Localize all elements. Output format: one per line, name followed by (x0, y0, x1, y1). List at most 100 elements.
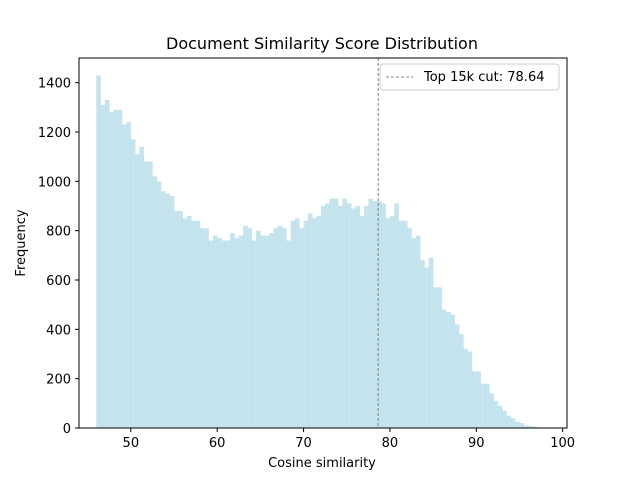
x-tick-label: 50 (123, 436, 140, 451)
histogram-bar (532, 426, 538, 428)
histogram-bar (148, 161, 153, 428)
histogram-bar (497, 405, 503, 428)
histogram-bar (109, 112, 114, 429)
histogram-bar (234, 238, 240, 428)
histogram-bar (208, 240, 214, 428)
legend-label: Top 15k cut: 78.64 (423, 70, 545, 85)
x-tick-label: 90 (468, 436, 485, 451)
histogram-bar (325, 203, 330, 428)
histogram-bar (221, 240, 227, 428)
y-axis-label: Frequency (14, 209, 29, 276)
y-tick-label: 600 (46, 274, 71, 289)
histogram-bar (303, 220, 309, 428)
histogram-bar (122, 124, 127, 428)
histogram-bar (113, 109, 119, 429)
histogram-bar (515, 421, 520, 428)
histogram-bar (342, 198, 348, 428)
histogram-bar (424, 267, 430, 428)
histogram-bar (130, 139, 136, 428)
histogram-bar (480, 383, 486, 428)
histogram-bar (178, 210, 183, 428)
histogram-bar (385, 218, 391, 428)
histogram-bar (135, 154, 140, 428)
histogram-bar (281, 228, 287, 428)
histogram-bar (510, 418, 516, 428)
histogram-bar (238, 235, 244, 428)
histogram-bar (186, 215, 192, 428)
histogram-bar (346, 203, 352, 428)
y-tick-label: 200 (46, 373, 71, 388)
histogram-bar (493, 400, 499, 428)
histogram-bar (506, 415, 512, 428)
histogram-bar (100, 104, 106, 429)
histogram-bar (230, 233, 235, 428)
legend: Top 15k cut: 78.64 (379, 63, 560, 91)
x-axis-label: Cosine similarity (268, 456, 376, 471)
histogram-bar (368, 198, 373, 428)
histogram-bar (454, 324, 460, 428)
histogram-bar (307, 213, 313, 428)
histogram-bar (420, 260, 425, 428)
histogram-bar (161, 191, 166, 428)
histogram-bar (364, 206, 369, 428)
histogram-bar (355, 206, 361, 428)
histogram-bar (277, 225, 283, 428)
histogram-bar (273, 228, 278, 428)
plot-frame (78, 57, 568, 429)
y-axis-ticks: 0 200 400 600 800 1000 1200 1400 (38, 77, 79, 437)
histogram-bar (156, 181, 162, 428)
histogram-bar (299, 228, 304, 428)
histogram-bar (411, 238, 417, 428)
y-tick-label: 800 (46, 225, 71, 240)
histogram-bar (217, 238, 222, 428)
histogram-bar (191, 220, 196, 428)
histogram-bar (519, 423, 525, 428)
histogram-bar (312, 218, 317, 428)
histogram-bar (394, 203, 399, 428)
histogram-bar (489, 393, 494, 428)
histogram-bar (333, 198, 339, 428)
histogram-bar (437, 287, 443, 428)
histogram-bar (415, 235, 421, 428)
y-tick-label: 400 (46, 323, 71, 338)
y-tick-label: 1400 (38, 77, 71, 92)
histogram-bar (264, 235, 270, 428)
histogram-bar (463, 349, 468, 428)
x-tick-label: 80 (382, 436, 399, 451)
histogram-bar (441, 309, 447, 428)
histogram-bar (484, 383, 490, 428)
x-tick-label: 100 (550, 436, 575, 451)
histogram-bar (372, 201, 378, 428)
histogram-bar (338, 206, 343, 428)
histogram-bar (104, 99, 110, 429)
histogram-bar (117, 109, 123, 429)
histogram-bar (174, 210, 179, 428)
histogram-bar (320, 206, 326, 428)
histogram-bar (143, 161, 149, 428)
histogram-bar (247, 228, 253, 428)
y-tick-label: 1000 (38, 175, 71, 190)
histogram-bar (165, 193, 170, 428)
x-tick-label: 70 (295, 436, 312, 451)
histogram-bar (359, 215, 365, 428)
chart-title: Document Similarity Score Distribution (166, 34, 478, 53)
y-tick-label: 0 (63, 422, 71, 437)
histogram-bar (450, 314, 456, 428)
histogram-bar (476, 371, 481, 428)
histogram-bar (126, 122, 132, 428)
histogram-bar (528, 426, 533, 428)
histogram-bar (212, 235, 218, 428)
histogram-bar (381, 203, 386, 428)
histogram-bar (260, 235, 265, 428)
histogram-bar (139, 146, 145, 429)
histogram-bar (502, 410, 507, 428)
histogram-bar (402, 220, 408, 428)
histogram-bar (169, 196, 175, 428)
histogram-bar (294, 218, 300, 428)
histogram-bar (523, 425, 529, 428)
histogram-bar (329, 198, 335, 428)
histogram-bar (290, 220, 296, 428)
histogram-bar (256, 230, 261, 428)
histogram-bar (376, 201, 382, 428)
histogram-bar (96, 75, 101, 429)
